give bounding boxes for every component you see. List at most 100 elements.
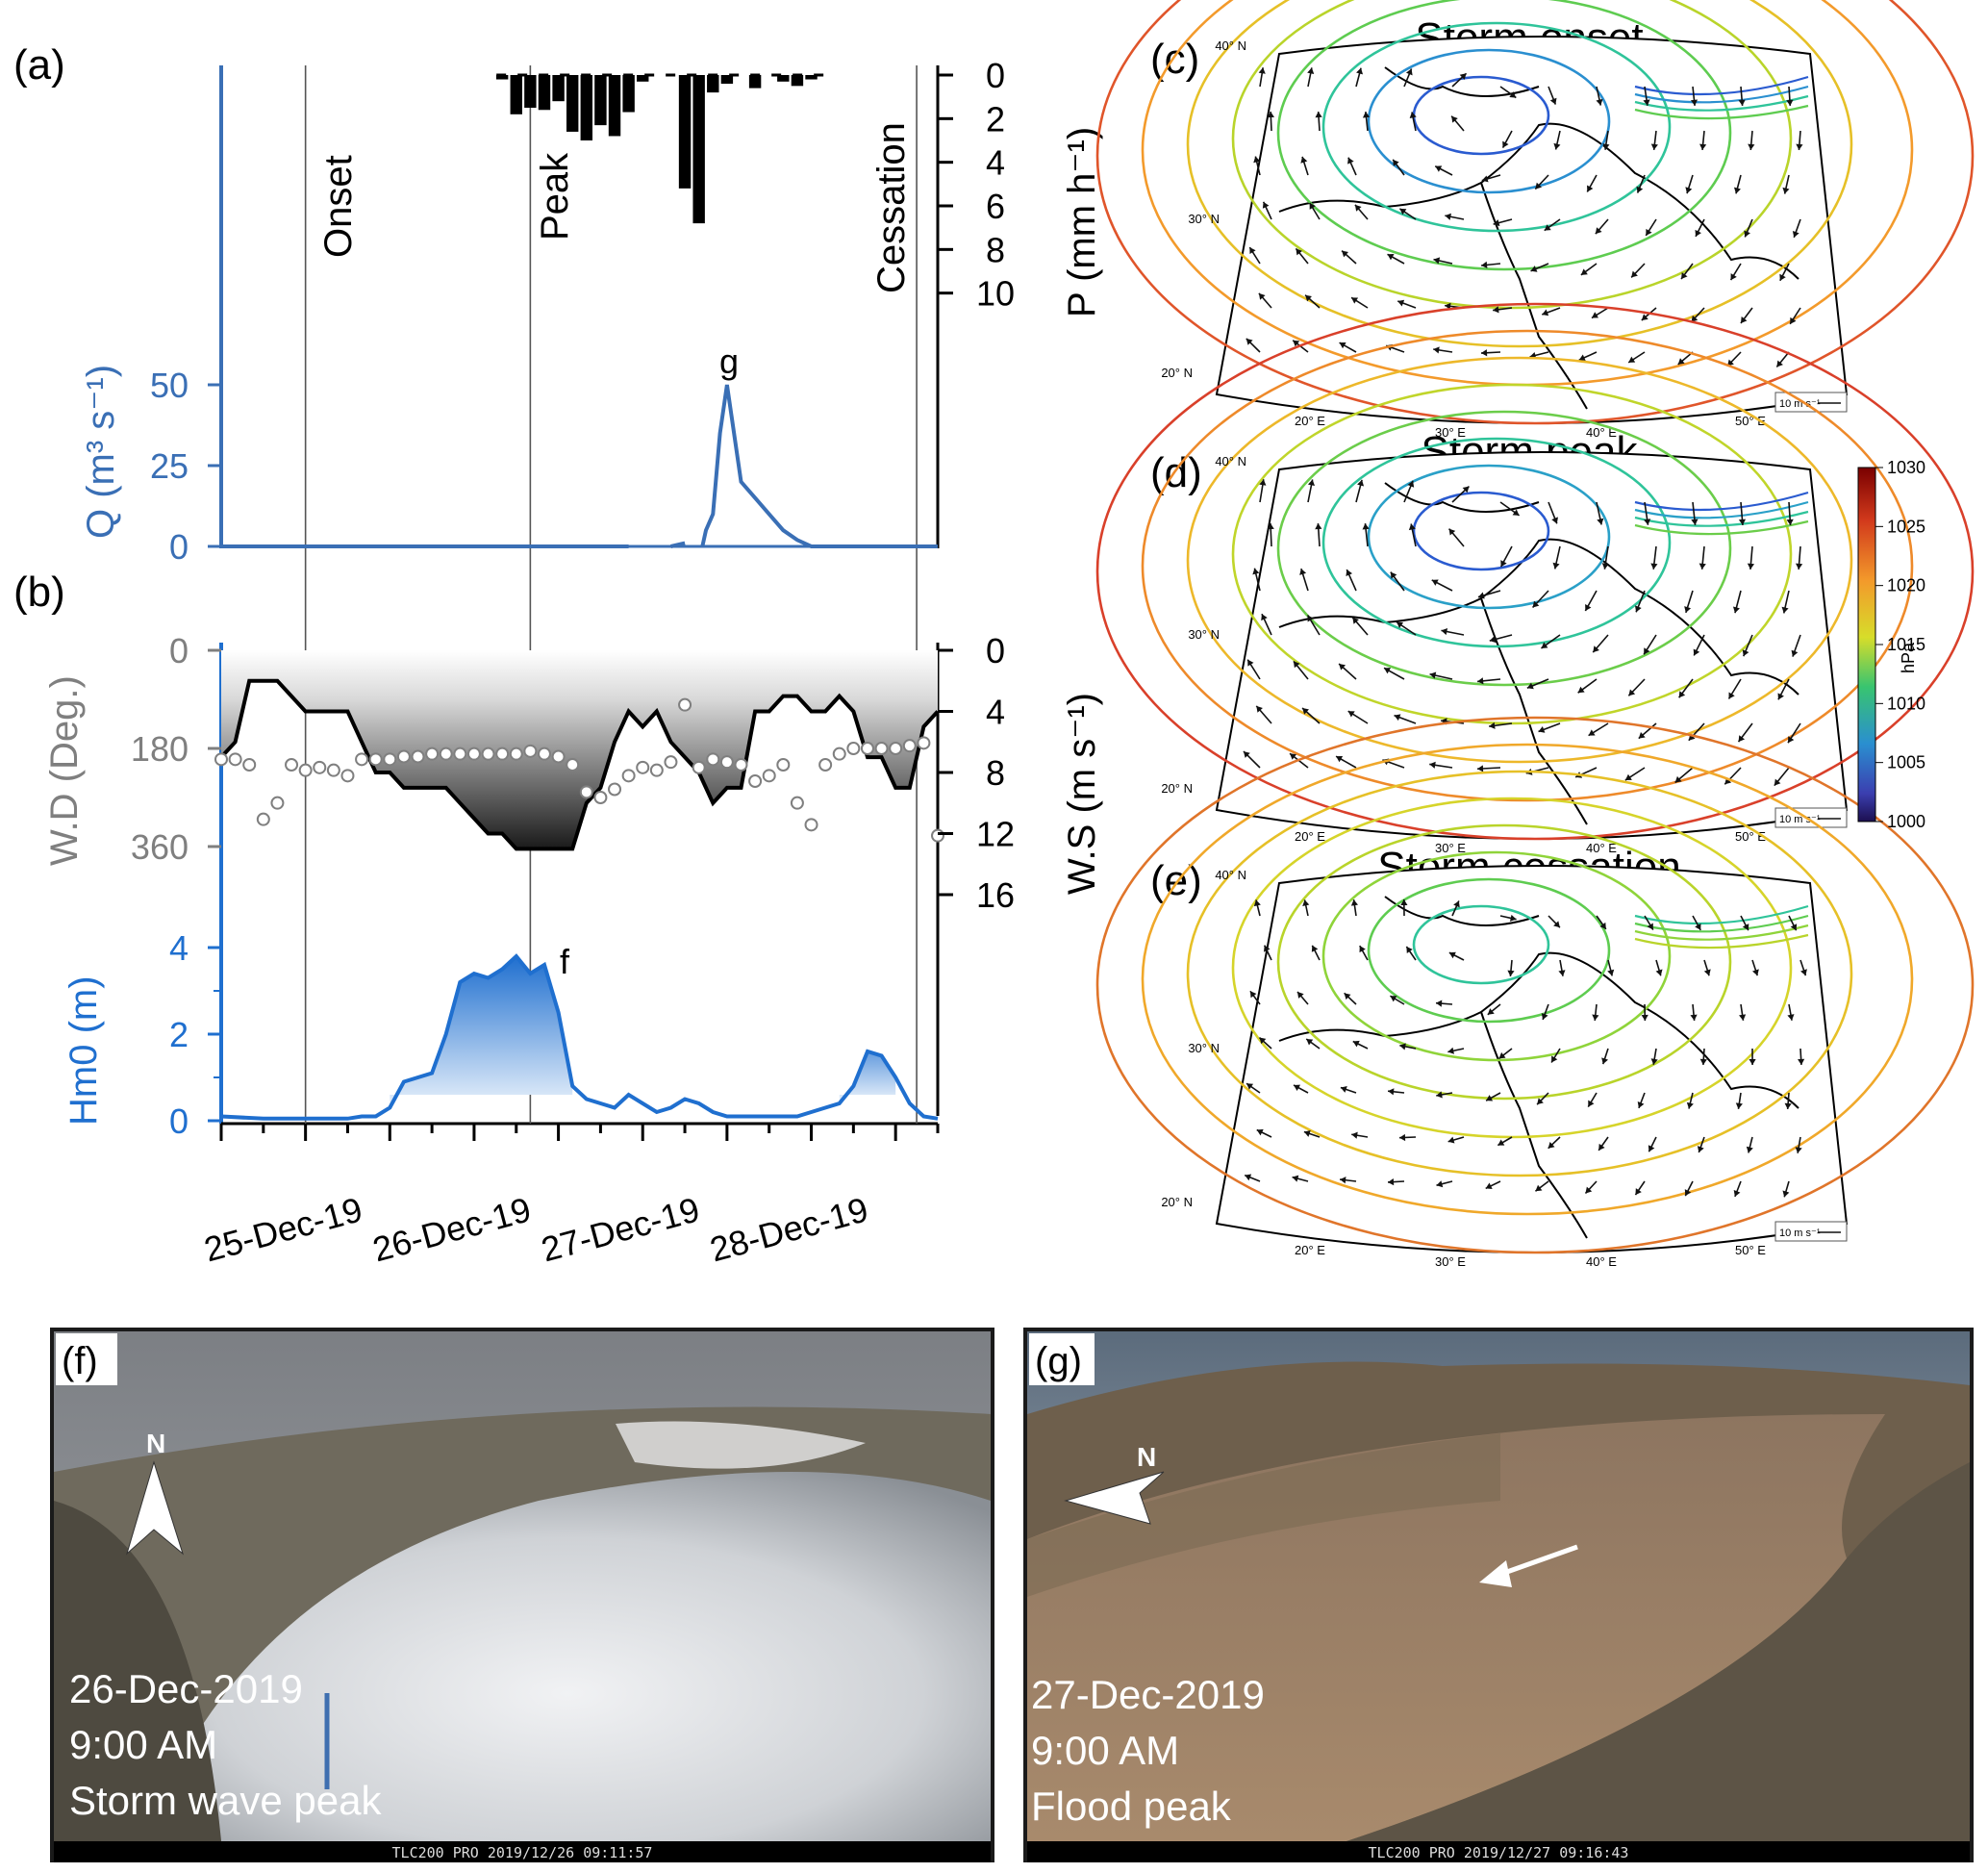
wind-direction-point [719, 755, 734, 770]
wind-vector-head [1407, 480, 1415, 488]
wind-vector-head [1595, 227, 1602, 235]
wind-vector-head [1602, 143, 1610, 150]
wind-vector-head [1541, 1013, 1548, 1020]
p-tick-label: 10 [976, 274, 1015, 314]
wind-vector-head [1267, 112, 1274, 118]
wind-vector-head [1592, 1014, 1599, 1021]
wind-vector-head [1681, 272, 1688, 280]
wind-direction-point [649, 763, 664, 777]
wind-vector-head [1738, 735, 1746, 743]
wind-vector-head [1493, 306, 1499, 314]
wind-direction-point [678, 697, 692, 712]
wind-vector-head [1690, 99, 1699, 106]
scale-label: 10 m s⁻¹ [1779, 1228, 1821, 1239]
wind-vector-head [1303, 1130, 1311, 1137]
wind-vector-head [1502, 140, 1509, 148]
lon-label: 30° E [1435, 841, 1466, 855]
wind-direction-point [396, 749, 411, 764]
wind-vector-head [1647, 923, 1653, 930]
wind-vector-head [1628, 689, 1636, 696]
wind-vector-head [1558, 970, 1566, 976]
wind-direction-point [832, 747, 846, 761]
isobar-contour [1276, 0, 1732, 271]
isobar-contour [1095, 302, 1975, 841]
wind-vector-head [1588, 729, 1596, 736]
coastline [1480, 538, 1799, 696]
isobar-contour [1412, 491, 1550, 571]
wind-vector-head [1650, 1058, 1658, 1065]
precip-bar [538, 75, 551, 111]
colorbar-ticks: 1030 1025 1020 1015 1010 1005 1000 [1875, 458, 1925, 831]
north-arrow-icon [126, 1460, 184, 1556]
lat-label: 20° N [1161, 1195, 1193, 1209]
wind-vector-head [1699, 143, 1707, 150]
isobar-contour [1634, 914, 1809, 933]
wind-direction-point [411, 749, 425, 764]
wind-vector-head [1429, 671, 1437, 679]
wind-vector-head [1294, 1084, 1301, 1091]
lon-label: 20° E [1295, 1243, 1325, 1257]
wind-vector-head [1578, 354, 1586, 362]
wind-vector-head [1336, 755, 1344, 763]
discharge-series [221, 384, 938, 548]
precip-bar [748, 75, 762, 89]
wind-vector-head [1507, 970, 1515, 976]
coastline [1384, 66, 1540, 97]
wind-vector-head [1300, 156, 1308, 164]
wind-vector-head [1542, 309, 1549, 316]
wind-direction-point [313, 760, 327, 774]
wind-direction-point [425, 747, 440, 761]
wind-vector-head [1477, 765, 1484, 772]
photo-f-label-bg [56, 1333, 117, 1385]
photo-g-stamp: TLC200 PRO 2019/12/27 09:16:43 [1369, 1844, 1629, 1861]
wind-vector-head [1549, 97, 1557, 105]
photo-f-north-label: N [146, 1429, 165, 1458]
map-storm-peak: 40° N 30° N 20° N 20° E 30° E 40° E 50° E 10 m … [1095, 302, 1975, 855]
photo-f-stamp: TLC200 PRO 2019/12/26 09:11:57 [392, 1844, 653, 1861]
wind-vector-head [1535, 182, 1543, 190]
wind-vector-head [1435, 165, 1443, 172]
lat-label: 20° N [1161, 366, 1193, 380]
wind-vector-head [1530, 266, 1538, 272]
wind-vector-head [1787, 1014, 1795, 1021]
isobar-contour [1186, 770, 1853, 1177]
wind-vector-head [1733, 1189, 1741, 1197]
isobar-contour [1367, 877, 1611, 1024]
lat-label: 30° N [1188, 627, 1220, 642]
event-label-cessation: Cessation [870, 122, 913, 293]
x-tick-label: 28-Dec-19 [706, 1189, 872, 1269]
wind-vector-head [1509, 914, 1517, 922]
wind-vector-head [1601, 563, 1609, 569]
wind-vector-head [1445, 213, 1451, 220]
wind-vector-head [1489, 721, 1496, 729]
wind-vector-head [1738, 99, 1746, 106]
wind-vector-head [1674, 775, 1682, 783]
wind-vector-head [1644, 519, 1651, 525]
isobar-contour [1634, 933, 1809, 949]
wind-vector-head [1782, 187, 1790, 194]
wind-vector-head [1742, 924, 1749, 931]
isobar-contour [1634, 491, 1809, 512]
photo-f-caption: Storm wave peak [69, 1778, 382, 1823]
wind-direction-point [214, 752, 228, 767]
wind-vector-head [1601, 1057, 1609, 1065]
p-axis-title: P (mm h⁻¹) [1061, 127, 1103, 317]
wind-vector-head [1253, 899, 1261, 907]
wind-vector-head [1243, 751, 1250, 758]
wind-vector-head [1302, 708, 1309, 715]
wind-vector-head [1677, 358, 1685, 365]
wind-vector-head [1245, 1174, 1252, 1181]
lat-label: 20° N [1161, 781, 1193, 796]
photo-g-north-label: N [1137, 1442, 1156, 1472]
isobar-contour [1634, 75, 1809, 96]
ws-tick-label: 16 [976, 875, 1015, 915]
lat-label: 40° N [1215, 868, 1246, 882]
wind-direction-point [383, 752, 397, 767]
wind-vector-head [1538, 725, 1546, 733]
wind-vector-head [1433, 346, 1440, 354]
wind-vector-head [1641, 314, 1648, 321]
isobar-contour [1634, 500, 1809, 519]
wind-direction-point [368, 752, 383, 767]
x-tick-label: 25-Dec-19 [200, 1189, 366, 1269]
wind-vector-head [1747, 563, 1755, 569]
